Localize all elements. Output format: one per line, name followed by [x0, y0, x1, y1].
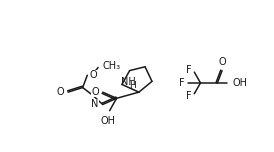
- Text: CH₃: CH₃: [103, 61, 121, 71]
- Text: O: O: [218, 57, 226, 67]
- Text: F: F: [185, 65, 191, 75]
- Text: NH: NH: [121, 77, 135, 87]
- Text: F: F: [185, 91, 191, 101]
- Text: F: F: [179, 78, 184, 88]
- Text: O: O: [90, 70, 97, 80]
- Text: H: H: [129, 81, 136, 90]
- Text: O: O: [56, 87, 64, 97]
- Text: OH: OH: [101, 116, 116, 126]
- Text: N: N: [92, 99, 99, 109]
- Text: O: O: [91, 87, 99, 97]
- Text: OH: OH: [232, 78, 247, 88]
